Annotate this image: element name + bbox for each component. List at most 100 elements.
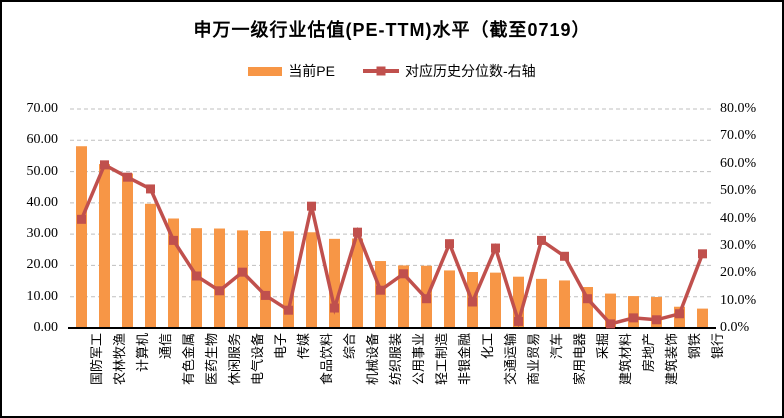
x-axis-label: 钢铁 [687,333,702,360]
y-axis-label-right: 70.0% [720,128,757,144]
percentile-line [79,162,705,328]
y-axis-label-right: 30.0% [720,237,757,253]
legend: 当前PE 对应历史分位数-右轴 [2,61,782,81]
y-axis-label-right: 50.0% [720,183,757,199]
y-axis-label-left: 60.00 [26,132,59,148]
x-axis-label: 银行 [710,333,725,360]
x-axis-label: 家用电器 [572,333,587,386]
x-axis-label: 采掘 [595,333,610,360]
y-axis-label-right: 60.0% [720,155,757,171]
percentile-marker [100,160,109,170]
pe-bar [536,278,547,328]
percentile-marker [353,227,362,237]
pe-bar [99,164,110,328]
percentile-marker [192,271,201,281]
pe-bar [329,238,340,328]
legend-label-percentile: 对应历史分位数-右轴 [405,63,536,79]
x-axis-label: 非银金融 [457,333,472,386]
x-axis-label: 食品饮料 [319,333,334,386]
pe-bar [582,287,593,328]
pe-bar [352,238,363,328]
x-axis-label: 纺织服装 [388,333,403,386]
pe-bar [168,218,179,328]
x-axis-label: 休闲服务 [227,333,242,386]
x-axis-label: 有色金属 [181,333,196,386]
pe-bar [145,203,156,328]
percentile-marker [146,184,155,194]
percentile-marker [606,319,615,329]
pe-bar [605,293,616,328]
pe-bar [697,308,708,328]
pe-bar [444,270,455,328]
y-axis-label-left: 30.00 [26,226,59,242]
pe-bar [260,231,271,328]
x-axis-label: 综合 [342,333,357,360]
percentile-marker [261,290,270,300]
pe-bar [490,272,501,328]
x-axis-label: 交通运输 [503,333,518,386]
chart-title: 申万一级行业估值(PE-TTM)水平（截至0719） [193,20,591,40]
percentile-marker [560,251,569,261]
percentile-marker [652,315,661,325]
x-axis-label: 公用事业 [411,333,426,386]
percentile-marker [307,201,316,211]
legend-label-current-pe: 当前PE [288,63,335,79]
x-axis-label: 化工 [480,333,495,360]
x-axis-label: 电气设备 [250,333,265,386]
legend-item-percentile: 对应历史分位数-右轴 [363,61,536,81]
x-axis-label: 建筑材料 [618,333,633,386]
percentile-marker [284,305,293,315]
percentile-marker [698,249,707,259]
x-axis-label: 国防军工 [89,333,104,386]
y-axis-label-left: 20.00 [26,257,59,273]
y-axis-label-left: 70.00 [26,101,59,116]
x-axis-label: 传媒 [296,333,311,360]
y-axis-label-right: 40.0% [720,210,757,226]
pe-bar [628,296,639,328]
pe-bar [513,276,524,328]
pe-bar [398,265,409,328]
percentile-marker [422,294,431,304]
pe-bar [283,231,294,328]
percentile-marker [399,269,408,279]
percentile-marker [77,214,86,224]
pe-bar [651,297,662,328]
x-axis-label: 轻工制造 [434,333,449,386]
x-axis-label: 商业贸易 [526,333,541,386]
pe-bar [237,230,248,328]
legend-item-current-pe: 当前PE [248,61,335,81]
pe-bar [559,280,570,328]
percentile-marker [123,172,132,182]
pe-bar [122,173,133,328]
bar-swatch-icon [248,66,283,76]
x-axis-label: 医药生物 [204,333,219,386]
x-axis-label: 计算机 [135,333,150,373]
line-swatch-icon [363,66,399,76]
y-axis-label-right: 0.0% [720,320,750,335]
percentile-marker [169,235,178,245]
x-axis-label: 房地产 [641,333,656,373]
line-marker-icon [376,66,386,76]
pe-bar [76,146,87,328]
y-axis-label-left: 40.00 [26,194,59,210]
percentile-marker [468,297,477,307]
x-axis-label: 通信 [158,333,173,360]
percentile-marker [629,313,638,323]
x-axis-label: 机械设备 [365,333,380,386]
x-axis-label: 农林牧渔 [112,333,127,386]
percentile-marker [514,316,523,326]
y-axis-label-right: 20.0% [720,265,757,281]
pe-bar [214,228,225,328]
percentile-marker [376,285,385,295]
y-axis-label-left: 0.00 [33,320,59,335]
percentile-marker [491,243,500,253]
pe-bar [306,232,317,328]
percentile-marker [675,309,684,319]
y-axis-label-left: 10.00 [26,288,59,304]
x-axis-label: 电子 [273,333,288,360]
x-axis-label: 建筑装饰 [664,333,679,386]
percentile-marker [537,235,546,245]
x-axis-label: 汽车 [549,333,564,360]
